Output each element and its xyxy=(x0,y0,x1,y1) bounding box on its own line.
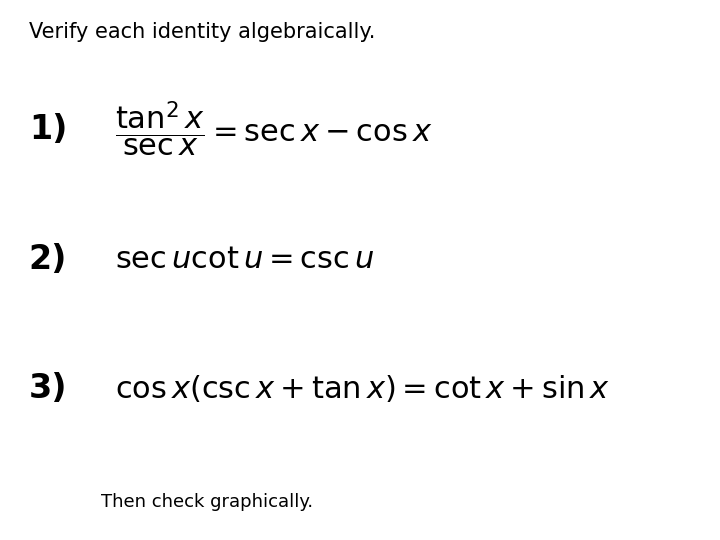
Text: Verify each identity algebraically.: Verify each identity algebraically. xyxy=(29,22,375,42)
Text: 2): 2) xyxy=(29,242,67,276)
Text: $\cos x(\csc x + \tan x) = \cot x + \sin x$: $\cos x(\csc x + \tan x) = \cot x + \sin… xyxy=(115,373,611,404)
Text: $\sec u \cot u = \csc u$: $\sec u \cot u = \csc u$ xyxy=(115,245,374,274)
Text: $\dfrac{\tan^2 x}{\sec x} = \sec x - \cos x$: $\dfrac{\tan^2 x}{\sec x} = \sec x - \co… xyxy=(115,100,433,159)
Text: 3): 3) xyxy=(29,372,67,406)
Text: 1): 1) xyxy=(29,113,67,146)
Text: Then check graphically.: Then check graphically. xyxy=(101,493,313,511)
